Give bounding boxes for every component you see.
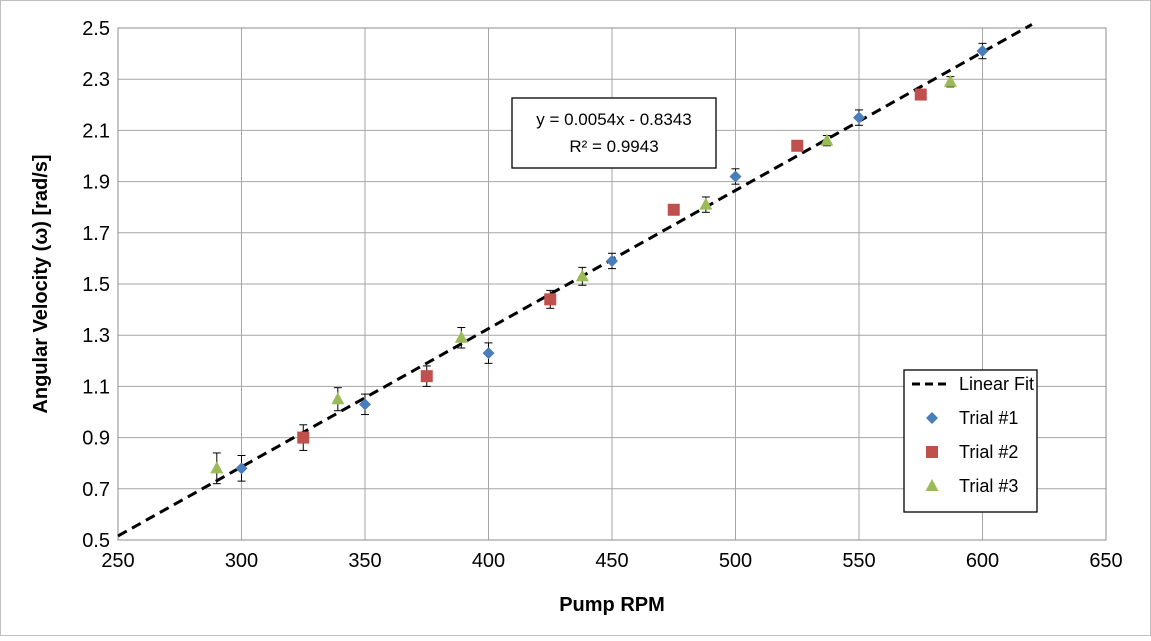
legend-item: Linear Fit [912, 374, 1034, 394]
y-tick-label: 1.3 [82, 325, 110, 347]
x-tick-label: 650 [1089, 550, 1122, 572]
y-tick-label: 1.1 [82, 376, 110, 398]
trial-1-point [359, 393, 371, 416]
trial-1-point [482, 342, 495, 364]
trial-3-point [331, 387, 345, 412]
trial-2-point [667, 203, 680, 216]
y-tick-label: 0.7 [82, 479, 110, 501]
trial-2-point [420, 365, 433, 387]
trial-3-point [820, 133, 834, 147]
x-tick-label: 350 [348, 550, 381, 572]
y-tick-label: 1.5 [82, 274, 110, 296]
diamond-marker [482, 347, 495, 360]
trial-2-point [544, 289, 557, 309]
y-axis-title: Angular Velocity (ω) [rad/s] [30, 154, 52, 413]
x-tick-label: 300 [225, 550, 258, 572]
square-marker [791, 139, 804, 152]
triangle-marker [820, 133, 834, 146]
trial-3-point [699, 196, 713, 213]
y-tick-label: 0.5 [82, 530, 110, 552]
square-marker [420, 370, 433, 383]
legend-item: Trial #3 [925, 476, 1018, 496]
trial-3-point [575, 266, 589, 286]
trial-1-point [606, 252, 618, 270]
legend-label: Trial #2 [959, 442, 1018, 462]
trial-1-point [235, 455, 248, 482]
fit-r-squared: R² = 0.9943 [569, 137, 658, 156]
legend-label: Trial #1 [959, 408, 1018, 428]
legend-item: Trial #1 [926, 408, 1018, 428]
legend-label: Linear Fit [959, 374, 1034, 394]
legend-square-swatch [926, 446, 938, 458]
y-tick-label: 2.5 [82, 18, 110, 40]
legend-box [903, 369, 1038, 513]
fit-equation-box: y = 0.0054x - 0.8343 R² = 0.9943 [511, 97, 717, 169]
trial-3-point [454, 327, 468, 349]
equation-box-border [511, 97, 717, 169]
triangle-marker [454, 330, 468, 343]
y-tick-label: 0.9 [82, 428, 110, 450]
legend-diamond-swatch [926, 412, 938, 424]
x-tick-label: 550 [842, 550, 875, 572]
x-tick-label: 450 [595, 550, 628, 572]
trial-2-point [297, 424, 310, 451]
linear-fit-line [117, 23, 1033, 538]
y-tick-label: 1.9 [82, 172, 110, 194]
y-tick-label: 2.1 [82, 120, 110, 142]
y-tick-label: 1.7 [82, 223, 110, 245]
diamond-marker [853, 111, 865, 124]
diamond-marker [606, 254, 618, 267]
diamond-marker [235, 462, 248, 475]
trial-1-point [976, 42, 989, 60]
legend-label: Trial #3 [959, 476, 1018, 496]
triangle-marker [699, 197, 713, 210]
x-axis-title: Pump RPM [559, 594, 665, 616]
legend-item: Trial #2 [926, 442, 1018, 462]
tick-labels: 250 300 350 400 450 500 550 600 650 0.5 0.7 0.9 1.1 1… [82, 18, 1123, 572]
triangle-marker [210, 461, 224, 474]
square-marker [544, 293, 557, 306]
diamond-marker [976, 45, 989, 58]
square-marker [914, 88, 927, 101]
legend-triangle-swatch [925, 479, 939, 491]
diamond-marker [359, 398, 371, 411]
trial-3-point [210, 452, 224, 485]
data-points [210, 42, 989, 485]
trial-2-point [914, 88, 927, 101]
x-tick-label: 250 [101, 550, 134, 572]
x-tick-label: 500 [719, 550, 752, 572]
trial-3-point [943, 74, 957, 88]
triangle-marker [575, 269, 589, 282]
diamond-marker [729, 170, 742, 183]
y-tick-label: 2.3 [82, 69, 110, 91]
x-tick-label: 400 [472, 550, 505, 572]
legend: Linear Fit Trial #1 Trial #2 Trial #3 [903, 369, 1038, 513]
trial-1-point [729, 168, 742, 185]
trial-2-point [791, 139, 804, 152]
square-marker [667, 203, 680, 216]
square-marker [297, 431, 310, 444]
plot-area [117, 27, 1107, 541]
trial-1-point [853, 109, 865, 126]
triangle-marker [331, 392, 345, 405]
x-tick-label: 600 [966, 550, 999, 572]
triangle-marker [943, 74, 957, 87]
fit-equation: y = 0.0054x - 0.8343 [536, 110, 691, 129]
